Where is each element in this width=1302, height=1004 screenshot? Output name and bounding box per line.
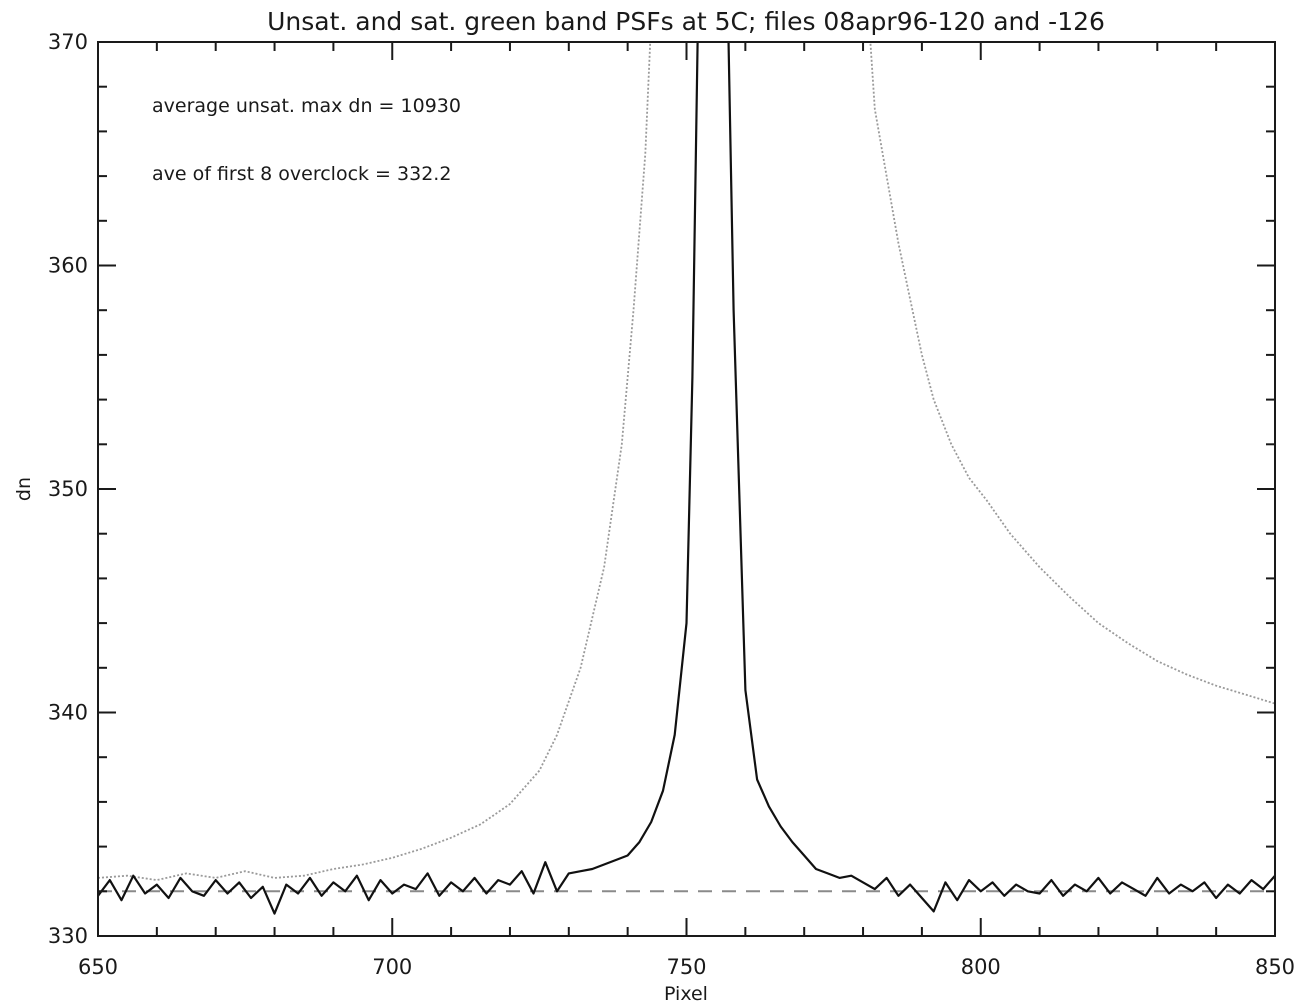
y-tick-label: 330	[48, 924, 88, 948]
x-axis-label: Pixel	[664, 983, 708, 1004]
x-tick-label: 850	[1255, 955, 1295, 979]
x-tick-label: 700	[372, 955, 412, 979]
y-tick-label: 360	[48, 254, 88, 278]
annotation-overclock: ave of first 8 overclock = 332.2	[152, 163, 451, 185]
y-axis-label: dn	[13, 477, 35, 501]
annotation-unsat-max: average unsat. max dn = 10930	[152, 95, 461, 117]
series-saturated-line	[98, 42, 1275, 882]
y-tick-label: 370	[48, 30, 88, 54]
x-tick-label: 750	[666, 955, 706, 979]
y-tick-label: 350	[48, 477, 88, 501]
x-tick-label: 800	[961, 955, 1001, 979]
y-tick-label: 340	[48, 701, 88, 725]
x-tick-label: 650	[78, 955, 118, 979]
series-unsaturated-line	[98, 42, 1275, 915]
chart-title: Unsat. and sat. green band PSFs at 5C; f…	[267, 7, 1105, 36]
